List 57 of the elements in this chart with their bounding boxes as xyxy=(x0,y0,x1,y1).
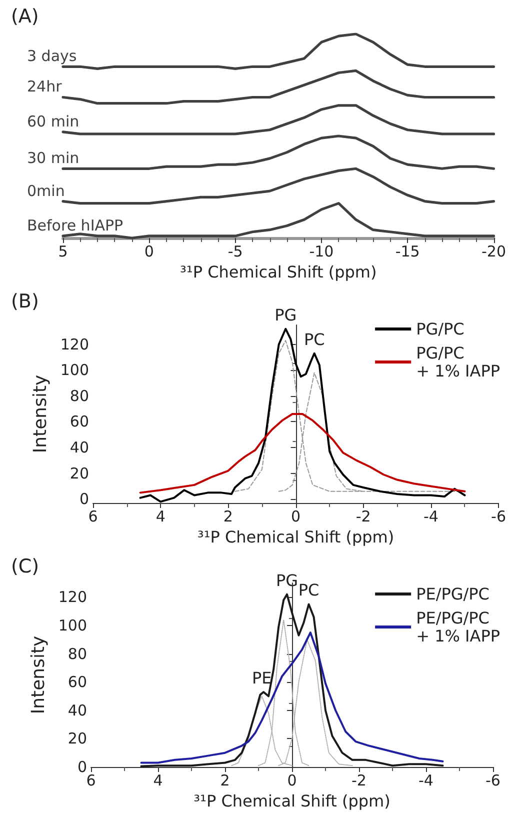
x-tick-label: 0 xyxy=(290,508,301,526)
x-tick-label: 5 xyxy=(58,242,68,260)
x-tick-label: -20 xyxy=(482,242,506,260)
y-tick-label: 0 xyxy=(77,758,87,776)
x-tick-label: 0 xyxy=(287,772,297,790)
x-axis-title: ³¹P Chemical Shift (ppm) xyxy=(194,792,390,810)
x-tick-label: -4 xyxy=(418,772,434,790)
x-tick-label: 4 xyxy=(153,772,163,790)
y-tick-label: 100 xyxy=(60,361,89,380)
series-label: 30 min xyxy=(27,149,80,168)
x-tick-label: 2 xyxy=(220,772,230,790)
series-label: 3 days xyxy=(27,47,77,66)
legend-label: PG/PC + 1% IAPP xyxy=(416,344,500,380)
y-tick-label: 120 xyxy=(58,588,87,606)
x-tick-label: -10 xyxy=(309,242,334,260)
annotation: PC xyxy=(304,330,325,349)
y-tick-label: 80 xyxy=(68,644,87,663)
y-axis-title: Intensity xyxy=(30,374,51,454)
x-tick-label: -5 xyxy=(228,242,243,260)
y-tick-label: 60 xyxy=(70,412,89,431)
x-axis-title: ³¹P Chemical Shift (ppm) xyxy=(180,262,377,282)
annotation: PG xyxy=(274,305,297,324)
legend-label: PE/PG/PC xyxy=(416,584,490,604)
series-label: Before hIAPP xyxy=(27,216,124,234)
y-tick-label: 120 xyxy=(60,335,89,354)
x-tick-label: 6 xyxy=(88,508,98,526)
x-tick-label: -15 xyxy=(395,242,420,260)
y-tick-label: 40 xyxy=(68,701,87,720)
series-label: 60 min xyxy=(27,112,80,130)
x-tick-label: 0 xyxy=(144,242,154,260)
y-tick-label: 20 xyxy=(70,464,89,482)
y-axis-title: Intensity xyxy=(28,635,49,714)
y-tick-label: 20 xyxy=(68,730,87,748)
chart-title: (A) xyxy=(11,6,39,28)
annotation: PC xyxy=(298,580,320,600)
y-tick-label: 60 xyxy=(68,673,87,692)
x-tick-label: -2 xyxy=(356,508,371,526)
annotation: PG xyxy=(276,570,298,590)
y-tick-label: 100 xyxy=(58,616,87,634)
x-tick-label: -4 xyxy=(423,508,438,526)
y-tick-label: 40 xyxy=(70,438,89,457)
series-label: 24hr xyxy=(27,78,63,96)
legend-label: PE/PG/PC + 1% IAPP xyxy=(416,608,500,646)
x-tick-label: -2 xyxy=(352,772,366,790)
x-tick-label: -6 xyxy=(486,772,500,790)
series-label: 0min xyxy=(27,182,65,200)
x-tick-label: 6 xyxy=(86,772,96,790)
chart-title: (B) xyxy=(11,290,39,312)
chart-title: (C) xyxy=(11,556,40,578)
x-axis-title: ³¹P Chemical Shift (ppm) xyxy=(197,528,394,546)
y-tick-label: 80 xyxy=(70,386,89,405)
x-tick-label: -6 xyxy=(491,508,506,526)
x-tick-label: 2 xyxy=(223,508,233,526)
y-tick-label: 0 xyxy=(79,490,89,508)
legend-label: PG/PC xyxy=(416,320,464,338)
x-tick-label: 4 xyxy=(156,508,166,526)
annotation: PE xyxy=(252,668,272,688)
